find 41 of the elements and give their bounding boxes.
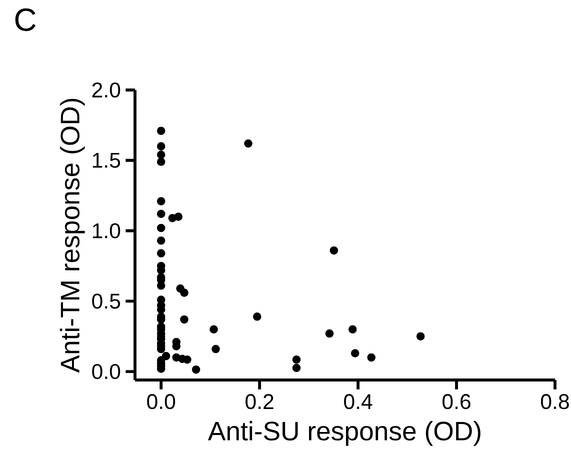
- point: [212, 344, 220, 354]
- point: [292, 364, 301, 372]
- point: [367, 353, 376, 362]
- point: [252, 312, 262, 321]
- y-tick-label: 0.5: [92, 294, 120, 309]
- point: [183, 355, 192, 364]
- y-tick-label: 0.0: [92, 364, 120, 380]
- point: [162, 352, 170, 360]
- point: [244, 139, 252, 148]
- x-tick-label: 0.0: [147, 394, 176, 410]
- point: [156, 158, 166, 166]
- x-axis-title: Anti-SU response (OD): [208, 420, 480, 446]
- point: [325, 329, 334, 338]
- point: [156, 224, 166, 232]
- point: [156, 197, 166, 206]
- x-tick-label: 0.8: [541, 394, 569, 410]
- point: [330, 246, 338, 255]
- point: [156, 249, 166, 258]
- chart-title: C: [15, 8, 36, 32]
- point: [416, 332, 425, 340]
- y-axis-title: Anti-TM response (OD): [60, 98, 85, 373]
- x-tick-label: 0.2: [246, 394, 274, 410]
- y-tick-label: 1.5: [92, 152, 120, 168]
- x-tick-label: 0.4: [344, 394, 372, 410]
- point: [156, 282, 166, 290]
- y-tick-label: 1.0: [92, 223, 120, 238]
- point: [350, 349, 360, 358]
- point: [180, 288, 188, 297]
- point: [156, 236, 166, 245]
- point: [292, 355, 301, 364]
- x-tick-label: 0.6: [442, 394, 470, 410]
- point: [156, 126, 166, 135]
- point: [348, 325, 357, 334]
- point: [192, 365, 200, 374]
- point: [156, 210, 166, 218]
- point: [174, 212, 182, 221]
- point: [156, 150, 166, 159]
- y-tick-label: 2.0: [92, 82, 120, 98]
- point: [180, 315, 188, 324]
- point: [156, 142, 166, 150]
- point: [210, 325, 218, 334]
